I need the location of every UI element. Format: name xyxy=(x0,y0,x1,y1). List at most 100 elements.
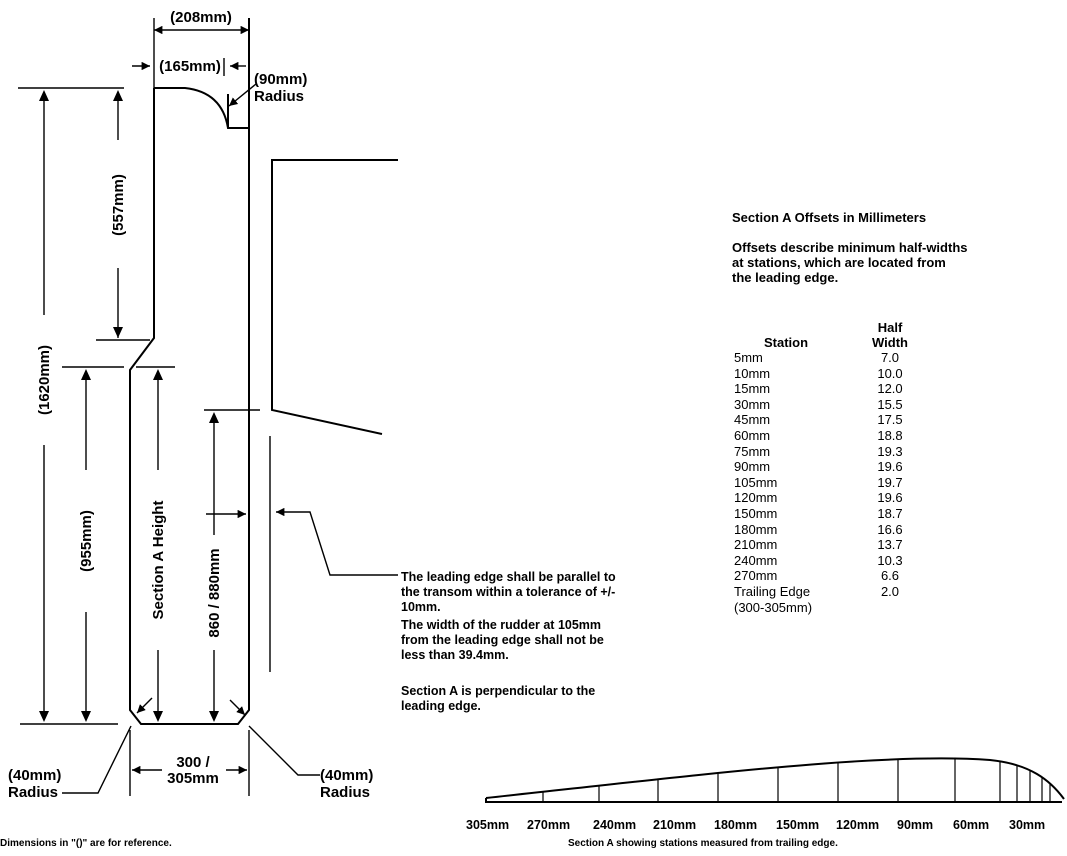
station-label: 210mm xyxy=(653,818,697,832)
station-cell: 60mm xyxy=(734,427,771,443)
rudder-outline xyxy=(129,18,250,725)
station-lines xyxy=(542,758,1051,802)
width-note-line-1: The width of the rudder at 105mm xyxy=(401,618,602,632)
half-width-cell: 18.7 xyxy=(877,505,903,521)
section-caption: Section A showing stations measured from… xyxy=(568,838,838,849)
parallel-note-line-1: The leading edge shall be parallel to xyxy=(401,570,616,584)
width-note: The width of the rudder at 105mm from th… xyxy=(401,618,604,663)
upper-section-dimension: (557mm) xyxy=(96,90,150,341)
stock-height-label: 860 / 880mm xyxy=(206,548,223,637)
perpendicular-note: Section A is perpendicular to the leadin… xyxy=(401,684,595,714)
parallel-note-line-3: 10mm. xyxy=(401,600,441,614)
station-cell: 75mm xyxy=(734,443,771,459)
trailing-edge-range: (300-305mm) xyxy=(734,599,813,615)
section-a-profile xyxy=(485,757,1065,803)
reference-footnote: Dimensions in "()" are for reference. xyxy=(0,838,172,849)
station-label: 305mm xyxy=(466,818,510,832)
bottom-width-label-1: 300 / xyxy=(176,754,210,771)
half-width-cell: 18.8 xyxy=(877,427,903,443)
table-row: 210mm 13.7 xyxy=(730,537,920,553)
right-radius-value: (40mm) xyxy=(320,767,373,784)
trailing-edge-label: Trailing Edge xyxy=(734,583,811,599)
station-cell: 15mm xyxy=(734,381,771,397)
tip-width-dimension: (165mm) xyxy=(132,58,246,76)
table-row: 15mm 12.0 xyxy=(730,381,920,397)
tip-radius-callout: (90mm) Radius xyxy=(228,71,307,107)
offsets-title: Section A Offsets in Millimeters xyxy=(732,210,927,225)
station-cell: 105mm xyxy=(734,474,778,490)
offsets-table: Station Half Width 5mm 7.0 10mm 10.0 15mm 1… xyxy=(730,320,920,615)
table-row: 105mm 19.7 xyxy=(730,475,920,491)
tip-width-label: (165mm) xyxy=(159,58,221,75)
station-label: 270mm xyxy=(527,818,571,832)
half-width-cell: 19.6 xyxy=(877,459,903,475)
left-radius-value: (40mm) xyxy=(8,767,61,784)
table-row: 120mm 19.6 xyxy=(730,490,920,506)
table-row: 180mm 16.6 xyxy=(730,522,920,538)
station-cell: 180mm xyxy=(734,521,778,537)
half-width-cell: 7.0 xyxy=(880,350,900,365)
half-width-header: Half Width xyxy=(860,320,920,350)
half-width-cell: 19.6 xyxy=(877,490,903,506)
transom-outline xyxy=(269,159,398,672)
bottom-width-label-2: 305mm xyxy=(167,770,219,787)
half-width-cell: 16.6 xyxy=(877,521,903,537)
station-label: 240mm xyxy=(593,818,637,832)
half-width-cell: 12.0 xyxy=(877,381,903,397)
table-row: Trailing Edge (300-305mm) 2.0 xyxy=(730,584,920,615)
table-row: 90mm 19.6 xyxy=(730,459,920,475)
tip-radius-word: Radius xyxy=(254,88,304,105)
half-width-header-line-1: Half xyxy=(877,320,903,335)
stock-height-dimension: 860 / 880mm xyxy=(204,409,260,722)
station-cell: 210mm xyxy=(734,537,778,553)
half-width-cell: 6.6 xyxy=(880,568,900,584)
table-row: 75mm 19.3 xyxy=(730,444,920,460)
station-header: Station xyxy=(764,335,809,350)
offsets-panel: Section A Offsets in Millimeters Offsets… xyxy=(732,210,1032,285)
station-cell: 5mm xyxy=(734,350,763,365)
offsets-description: Offsets describe minimum half-widths at … xyxy=(732,240,1032,285)
station-cell: 120mm xyxy=(734,490,778,506)
half-width-cell: 2.0 xyxy=(880,583,900,599)
perpendicular-note-line-2: leading edge. xyxy=(401,699,481,713)
overall-height-dimension: (1620mm) xyxy=(18,87,124,725)
half-width-cell: 15.5 xyxy=(877,396,903,412)
table-row: 30mm 15.5 xyxy=(730,397,920,413)
offsets-description-line-2: at stations, which are located from xyxy=(732,255,946,270)
overall-height-label: (1620mm) xyxy=(36,345,53,415)
station-cell: 270mm xyxy=(734,568,778,584)
station-cell: Trailing Edge (300-305mm) xyxy=(730,584,860,615)
station-label: 30mm xyxy=(1009,818,1046,832)
left-radius-callout: (40mm) Radius xyxy=(8,697,153,801)
right-radius-callout: (40mm) Radius xyxy=(229,699,373,801)
station-cell: 30mm xyxy=(734,396,771,412)
station-cell: 150mm xyxy=(734,505,778,521)
half-width-cell: 19.3 xyxy=(877,443,903,459)
station-cell: 10mm xyxy=(734,365,771,381)
station-label: 90mm xyxy=(897,818,934,832)
half-width-cell: 10.0 xyxy=(877,365,903,381)
station-label: 60mm xyxy=(953,818,990,832)
half-width-cell: 17.5 xyxy=(877,412,903,428)
half-width-header-line-2: Width xyxy=(872,335,908,350)
lower-section-dimension: (955mm) xyxy=(62,366,124,722)
station-label: 150mm xyxy=(776,818,820,832)
table-row: 5mm 7.0 xyxy=(730,350,920,366)
top-width-dimension: (208mm) xyxy=(154,9,249,35)
tip-radius-value: (90mm) xyxy=(254,71,307,88)
station-label: 180mm xyxy=(714,818,758,832)
table-row: 45mm 17.5 xyxy=(730,412,920,428)
table-row: 10mm 10.0 xyxy=(730,366,920,382)
top-width-label: (208mm) xyxy=(170,9,232,26)
parallel-note-line-2: the transom within a tolerance of +/- xyxy=(401,585,616,599)
left-radius-word: Radius xyxy=(8,784,58,801)
half-width-cell: 10.3 xyxy=(877,552,903,568)
table-row: 270mm 6.6 xyxy=(730,568,920,584)
upper-section-label: (557mm) xyxy=(110,174,127,236)
station-cell: 45mm xyxy=(734,412,771,428)
half-width-cell: 19.7 xyxy=(877,474,903,490)
section-a-height-dimension: Section A Height xyxy=(136,366,175,722)
parallel-note: The leading edge shall be parallel to th… xyxy=(401,570,616,615)
station-label: 120mm xyxy=(836,818,880,832)
